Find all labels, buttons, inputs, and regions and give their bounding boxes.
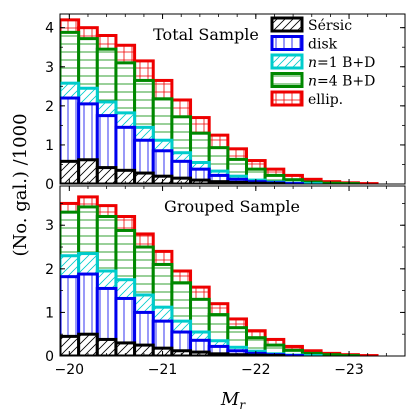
x-tick-label: −22 [241,362,271,378]
panel-title: Total Sample [153,25,259,44]
legend-label: disk [308,37,338,53]
y-tick-label: 2 [45,262,54,278]
y-tick-label: 4 [45,21,54,37]
legend-label: ellip. [308,92,343,108]
legend-label: n=4 B+D [308,74,375,90]
y-tick-label: 1 [45,138,54,154]
y-tick-label: 0 [45,349,54,365]
legend-swatch [270,53,304,70]
x-tick-label: −20 [55,362,85,378]
legend-swatch [270,35,304,51]
y-tick-label: 1 [45,305,54,321]
y-tick-label: 0 [45,177,54,193]
axes-frame [59,185,406,357]
panel-title: Grouped Sample [164,197,300,216]
legend-label: n=1 B+D [308,55,375,71]
panel-grouped-sample: 0 1 2 3 −20 −21 −22 −23 Grouped Sample [45,185,406,378]
legend-swatch [270,90,304,107]
panel-total-sample: 0 1 2 3 4 Total Sample [45,13,406,193]
legend-swatch [270,16,304,33]
x-axis-label: Mr [220,389,246,412]
y-tick-label: 3 [45,218,54,234]
bar-hatch [77,158,99,184]
legend: Sérsic disk n=1 B+D n=4 B+D ellip. [270,16,375,108]
y-tick-label: 3 [45,60,54,76]
axes-frame [59,13,406,185]
legend-label: Sérsic [308,18,352,34]
bar-hatch [77,332,99,356]
x-tick-label: −23 [334,362,364,378]
y-tick-label: 2 [45,99,54,115]
x-tick-label: −21 [148,362,178,378]
y-axis-label: (No. gal.) /1000 [10,113,31,256]
legend-swatch [270,72,304,88]
